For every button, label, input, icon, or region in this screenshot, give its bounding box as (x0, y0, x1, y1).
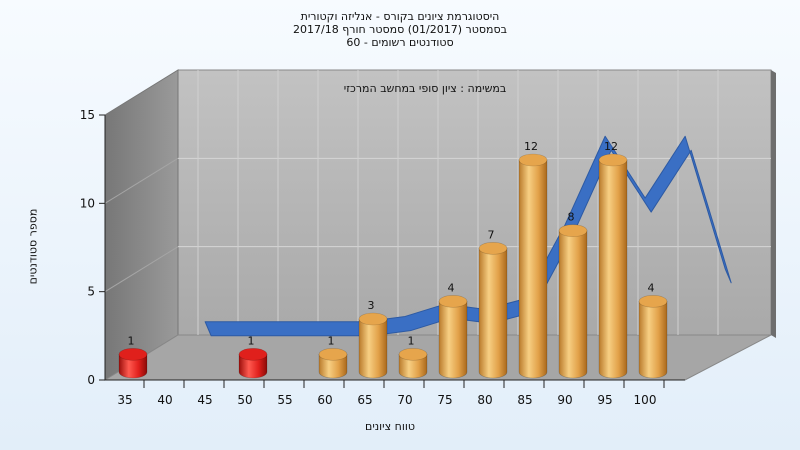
bar-body (558, 230, 588, 379)
x-tick-label: 100 (634, 393, 657, 407)
bar-value-label: 1 (408, 334, 415, 347)
y-axis-label: מספר סטודנטים (26, 208, 40, 285)
chart-annotation: במשימה : ציון סופי במחשב המרכזי (343, 82, 507, 95)
side-wall (104, 69, 179, 381)
bar-top (118, 348, 148, 361)
gridline-side (104, 246, 179, 293)
bar-body (518, 159, 548, 379)
bar-value-label: 7 (488, 228, 495, 241)
x-tick-label: 80 (477, 393, 492, 407)
bar-value-label: 3 (368, 299, 375, 312)
x-tick-label: 85 (517, 393, 532, 407)
bar-top (478, 242, 508, 255)
bar-top (238, 348, 268, 361)
bar-top (318, 348, 348, 361)
bar-top (598, 153, 628, 167)
x-tick-label: 65 (357, 393, 372, 407)
bar-top (358, 312, 388, 326)
x-tick-label: 70 (397, 393, 412, 407)
bar-top (638, 295, 668, 308)
chart-title-line-1: היסטוגרמת ציונים בקורס - אנליזה וקטורית (300, 10, 500, 23)
bar: 4 (638, 281, 668, 379)
x-axis-label: טווח ציונים (365, 420, 415, 433)
wall-edge (771, 70, 776, 338)
x-tick-label: 35 (117, 393, 132, 407)
bar: 4 (438, 281, 468, 379)
x-tick-label: 95 (597, 393, 612, 407)
bar: 12 (598, 140, 628, 379)
distribution-curve (204, 135, 732, 337)
x-tick-label: 90 (557, 393, 572, 407)
y-tick-label: 0 (87, 373, 95, 387)
bar-top (518, 153, 548, 167)
y-tick-label: 5 (87, 285, 95, 299)
bar-value-label: 1 (328, 334, 335, 347)
x-tick-label: 40 (157, 393, 172, 407)
bar-value-label: 12 (524, 140, 538, 153)
bar-body (398, 354, 428, 379)
bar-top (438, 295, 468, 308)
bar: 7 (478, 228, 508, 379)
x-tick-label: 55 (277, 393, 292, 407)
x-tick-label: 50 (237, 393, 252, 407)
bar-body (238, 354, 268, 379)
bar: 12 (518, 140, 548, 379)
bar: 8 (558, 211, 588, 379)
bar-top (558, 224, 588, 237)
bar-body (358, 318, 388, 379)
x-tick-label: 60 (317, 393, 332, 407)
bar-body (598, 159, 628, 379)
bar-value-label: 4 (448, 281, 455, 294)
x-tick-label: 45 (197, 393, 212, 407)
y-tick-label: 15 (80, 108, 95, 122)
bar: 1 (238, 334, 268, 379)
gridline-side (104, 157, 179, 204)
chart-title-line-3: סטודנטים רשומים - 60 (346, 36, 454, 49)
bar: 1 (118, 334, 148, 379)
bar-value-label: 1 (128, 334, 135, 347)
y-tick-label: 10 (80, 196, 95, 210)
chart-title-line-2: בסמסטר (01/2017) סמסטר חורף 2017/18 (293, 23, 507, 36)
bar-value-label: 12 (604, 140, 618, 153)
bar-value-label: 1 (248, 334, 255, 347)
back-wall (177, 69, 772, 336)
floor (103, 334, 772, 381)
chart-title: היסטוגרמת ציונים בקורס - אנליזה וקטורית … (0, 10, 800, 49)
bar-body (638, 301, 668, 379)
bar-body (478, 248, 508, 379)
bar: 1 (318, 334, 348, 379)
bar-body (318, 354, 348, 379)
bar-top (398, 348, 428, 361)
bar: 3 (358, 299, 388, 379)
bar-body (118, 354, 148, 379)
bar-body (438, 301, 468, 379)
bar-value-label: 4 (648, 281, 655, 294)
bar-value-label: 8 (568, 211, 575, 224)
x-tick-label: 75 (437, 393, 452, 407)
bar: 1 (398, 334, 428, 379)
